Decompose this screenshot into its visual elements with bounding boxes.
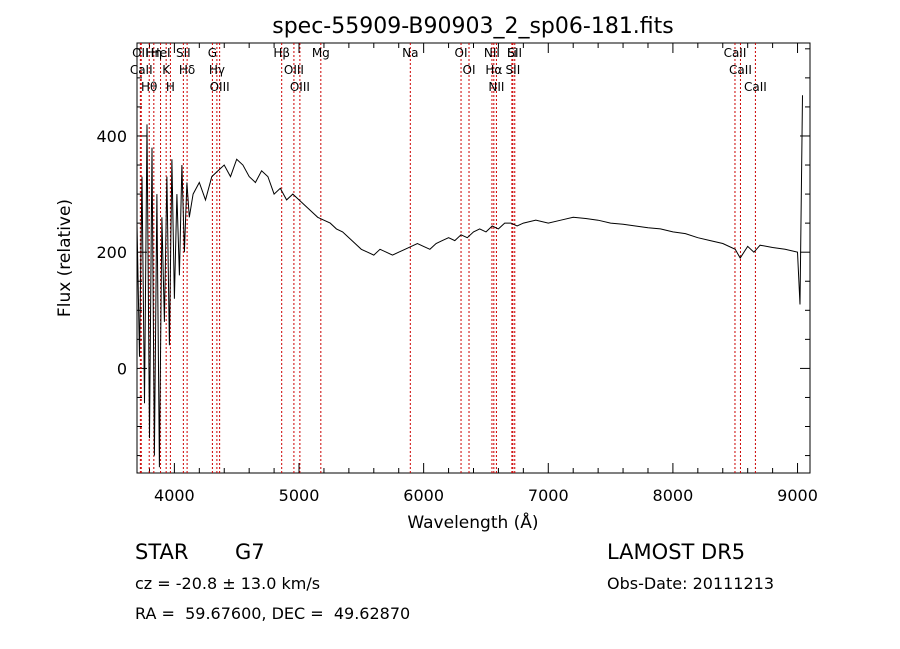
redshift-value: cz = -20.8 ± 13.0 km/s [135, 574, 321, 593]
x-axis-label: Wavelength (Å) [407, 511, 538, 533]
line-label: H [166, 80, 175, 94]
line-label: OIII [284, 63, 304, 77]
x-tick-label: 8000 [653, 486, 694, 505]
line-label: SII [506, 63, 521, 77]
line-label: CaII [130, 63, 153, 77]
object-class: STAR [135, 540, 189, 564]
line-label: CaII [729, 63, 752, 77]
x-tick-label: 4000 [154, 486, 195, 505]
x-tick-label: 7000 [528, 486, 569, 505]
line-label: SII [176, 46, 191, 60]
line-label: Hδ [179, 63, 195, 77]
line-label: G [208, 46, 217, 60]
line-label: K [162, 63, 171, 77]
line-label: CaII [744, 80, 767, 94]
line-label: Hγ [209, 63, 225, 77]
y-tick-label: 0 [117, 359, 127, 378]
line-label: NII [488, 80, 504, 94]
y-tick-label: 400 [96, 127, 127, 146]
line-label: Hθ [141, 80, 157, 94]
line-label: OII [132, 46, 149, 60]
line-label: OI [463, 63, 476, 77]
y-tick-label: 200 [96, 243, 127, 262]
axes: 4000 5000 6000 7000 8000 9000 0 200 400 [96, 43, 818, 505]
spectral-line-markers [139, 43, 756, 473]
obs-date: Obs-Date: 20111213 [607, 574, 775, 593]
object-subclass: G7 [235, 540, 265, 564]
line-label: Hβ [273, 46, 290, 60]
chart-title: spec-55909-B90903_2_sp06-181.fits [272, 14, 674, 39]
line-label: HeI [151, 46, 171, 60]
line-label: OIII [290, 80, 310, 94]
line-label: Na [402, 46, 418, 60]
spectrum-line [136, 95, 803, 468]
line-label: Li [507, 46, 517, 60]
line-label: SII [507, 46, 522, 60]
line-label: NII [484, 46, 500, 60]
line-label: CaII [724, 46, 747, 60]
survey-name: LAMOST DR5 [607, 540, 746, 564]
line-label: Mg [312, 46, 330, 60]
line-label: OIII [210, 80, 230, 94]
y-axis-label: Flux (relative) [55, 199, 75, 317]
x-tick-label: 5000 [279, 486, 320, 505]
plot-frame [136, 42, 811, 474]
line-label: OI [455, 46, 468, 60]
coordinates: RA = 59.67600, DEC = 49.62870 [135, 604, 411, 623]
x-tick-label: 9000 [777, 486, 818, 505]
line-label: Hη [146, 46, 163, 60]
line-label: Hα [485, 63, 502, 77]
x-tick-label: 6000 [403, 486, 444, 505]
